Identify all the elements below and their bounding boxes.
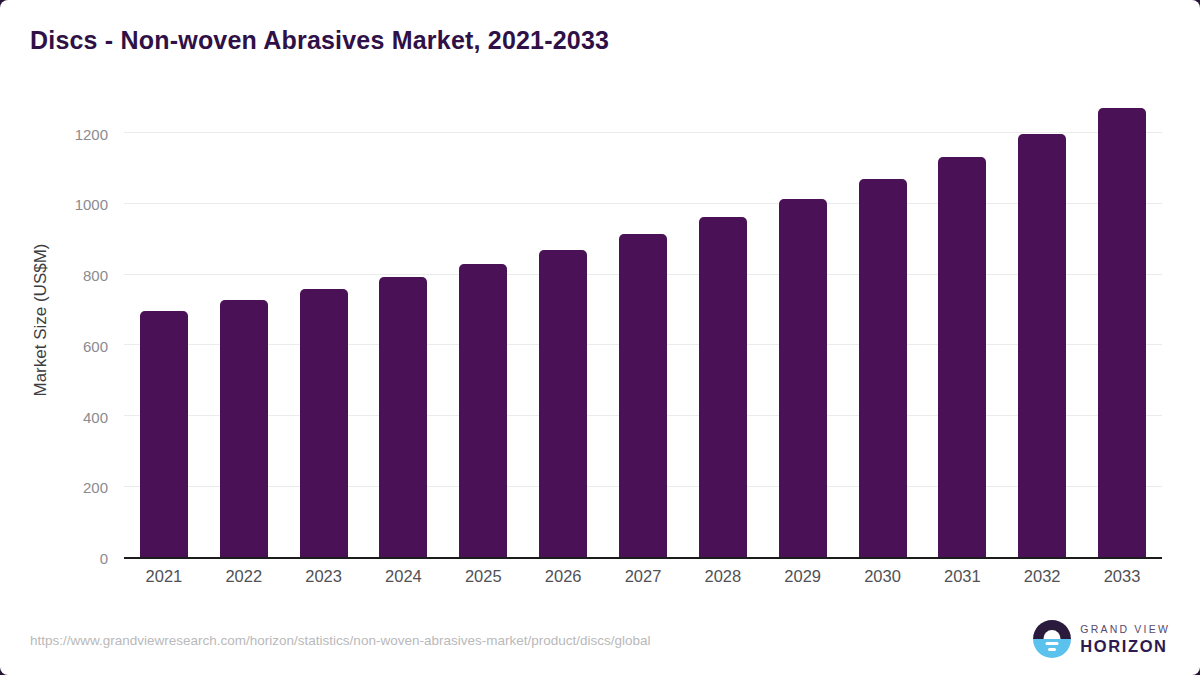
bar-slot-2032 — [1002, 100, 1082, 557]
bar-2022 — [220, 300, 268, 557]
y-tick-label-1000: 1000 — [0, 196, 108, 213]
bar-2030 — [859, 179, 907, 557]
bar-slot-2029 — [763, 100, 843, 557]
bar-2025 — [459, 264, 507, 557]
brand-name-bottom: HORIZON — [1080, 637, 1170, 656]
x-tick-label-2032: 2032 — [1002, 567, 1082, 586]
x-tick-label-2029: 2029 — [763, 567, 843, 586]
y-tick-label-200: 200 — [0, 479, 108, 496]
x-tick-label-2033: 2033 — [1082, 567, 1162, 586]
y-tick-label-600: 600 — [0, 338, 108, 355]
plot-area — [124, 100, 1162, 559]
bar-2031 — [938, 157, 986, 557]
y-tick-label-800: 800 — [0, 267, 108, 284]
x-tick-label-2022: 2022 — [204, 567, 284, 586]
y-tick-label-0: 0 — [0, 550, 108, 567]
x-tick-label-2026: 2026 — [523, 567, 603, 586]
chart-title: Discs - Non-woven Abrasives Market, 2021… — [30, 26, 609, 55]
x-tick-label-2031: 2031 — [922, 567, 1002, 586]
brand-text: GRAND VIEW HORIZON — [1080, 623, 1170, 656]
brand-name-top: GRAND VIEW — [1080, 623, 1170, 635]
bar-slot-2030 — [843, 100, 923, 557]
x-tick-label-2024: 2024 — [364, 567, 444, 586]
x-tick-label-2021: 2021 — [124, 567, 204, 586]
bar-slot-2025 — [443, 100, 523, 557]
bar-slot-2024 — [364, 100, 444, 557]
bar-2032 — [1018, 134, 1066, 557]
horizon-sun-icon — [1033, 620, 1071, 658]
bar-2024 — [379, 277, 427, 557]
bar-2023 — [300, 289, 348, 557]
x-tick-label-2028: 2028 — [683, 567, 763, 586]
y-axis-tick-labels: 020040060080010001200 — [0, 100, 108, 559]
bar-2026 — [539, 250, 587, 557]
x-axis-tick-labels: 2021202220232024202520262027202820292030… — [124, 567, 1162, 586]
brand-logo: GRAND VIEW HORIZON — [1033, 620, 1170, 658]
bar-slot-2033 — [1082, 100, 1162, 557]
source-url: https://www.grandviewresearch.com/horizo… — [30, 633, 651, 648]
bar-2021 — [140, 311, 188, 557]
x-tick-label-2027: 2027 — [603, 567, 683, 586]
x-tick-label-2025: 2025 — [443, 567, 523, 586]
bar-slot-2021 — [124, 100, 204, 557]
y-tick-label-400: 400 — [0, 409, 108, 426]
bar-slot-2028 — [683, 100, 763, 557]
bar-slot-2023 — [284, 100, 364, 557]
bar-slot-2026 — [523, 100, 603, 557]
bar-2033 — [1098, 108, 1146, 557]
report-card: Discs - Non-woven Abrasives Market, 2021… — [0, 0, 1200, 675]
bar-slot-2022 — [204, 100, 284, 557]
bar-2027 — [619, 234, 667, 557]
bar-series — [124, 100, 1162, 557]
bar-2028 — [699, 217, 747, 557]
bar-slot-2027 — [603, 100, 683, 557]
x-tick-label-2023: 2023 — [284, 567, 364, 586]
bar-2029 — [779, 199, 827, 557]
x-tick-label-2030: 2030 — [843, 567, 923, 586]
y-tick-label-1200: 1200 — [0, 126, 108, 143]
bar-slot-2031 — [922, 100, 1002, 557]
